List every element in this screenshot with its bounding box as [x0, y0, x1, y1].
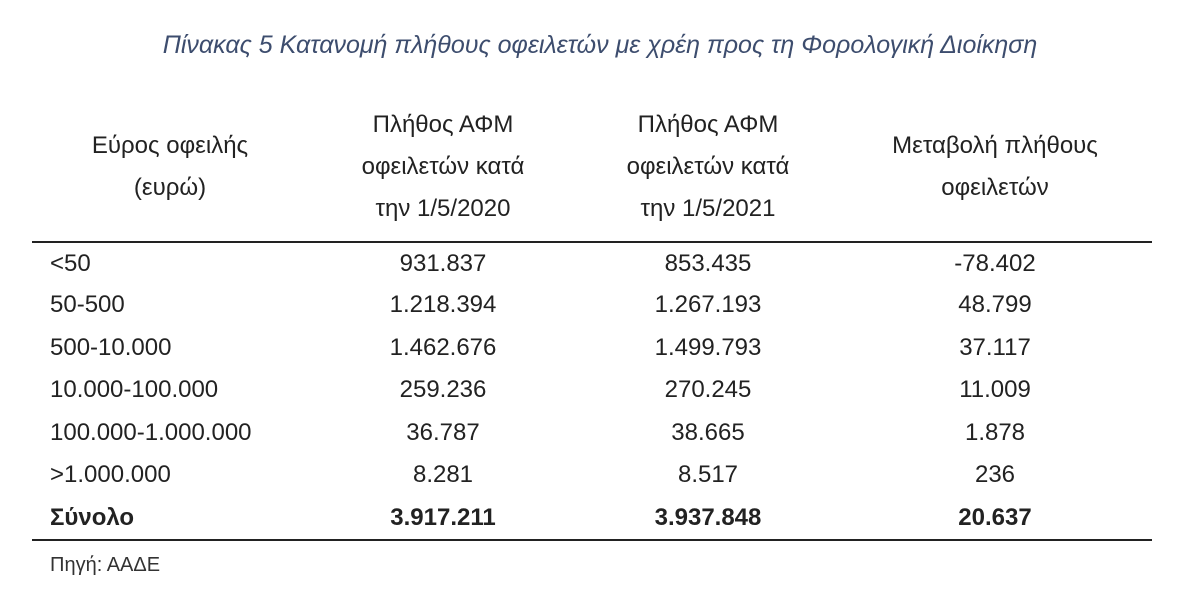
bottom-rule — [32, 539, 1152, 541]
cell: 8.517 — [677, 461, 739, 488]
cell: 236 — [974, 461, 1016, 488]
row-label: 50-500 — [50, 291, 125, 318]
header-cell: Εύρος οφειλής — [91, 132, 249, 159]
cell: 1.462.676 — [389, 334, 497, 361]
row-label: 10.000-100.000 — [50, 376, 219, 403]
header-cell: οφειλετών κατά — [626, 153, 790, 180]
cell: 1.878 — [964, 419, 1026, 446]
header-cell: Πλήθος ΑΦΜ — [637, 111, 779, 138]
cell: 1.267.193 — [654, 291, 762, 318]
header-cell: Μεταβολή πλήθους — [892, 132, 1098, 159]
total-cell: 3.937.848 — [654, 504, 762, 531]
header-cell: Πλήθος ΑΦΜ — [372, 111, 514, 138]
row-label: >1.000.000 — [50, 461, 171, 488]
header-cell: οφειλετών — [941, 174, 1049, 201]
header-cell: (ευρώ) — [133, 174, 207, 201]
row-label: 500-10.000 — [50, 334, 172, 361]
header-rule — [32, 241, 1152, 243]
cell: 931.837 — [399, 250, 487, 277]
table-title: Πίνακας 5 Κατανομή πλήθους οφειλετών με … — [162, 31, 1038, 59]
total-cell: 20.637 — [958, 504, 1032, 531]
cell: 259.236 — [399, 376, 487, 403]
cell: 1.218.394 — [389, 291, 497, 318]
cell: -78.402 — [954, 250, 1036, 277]
row-label: 100.000-1.000.000 — [50, 419, 252, 446]
total-cell: 3.917.211 — [390, 504, 496, 531]
cell: 853.435 — [664, 250, 752, 277]
row-label: <50 — [50, 250, 91, 277]
cell: 37.117 — [959, 334, 1031, 361]
header-cell: την 1/5/2020 — [375, 195, 511, 222]
cell: 11.009 — [959, 376, 1031, 403]
source-note: Πηγή: ΑΑΔΕ — [50, 554, 161, 576]
cell: 38.665 — [671, 419, 745, 446]
cell: 1.499.793 — [654, 334, 762, 361]
header-cell: την 1/5/2021 — [640, 195, 776, 222]
cell: 48.799 — [958, 291, 1032, 318]
total-label: Σύνολο — [50, 504, 135, 531]
cell: 270.245 — [664, 376, 752, 403]
cell: 36.787 — [406, 419, 480, 446]
header-cell: οφειλετών κατά — [361, 153, 525, 180]
cell: 8.281 — [412, 461, 474, 488]
